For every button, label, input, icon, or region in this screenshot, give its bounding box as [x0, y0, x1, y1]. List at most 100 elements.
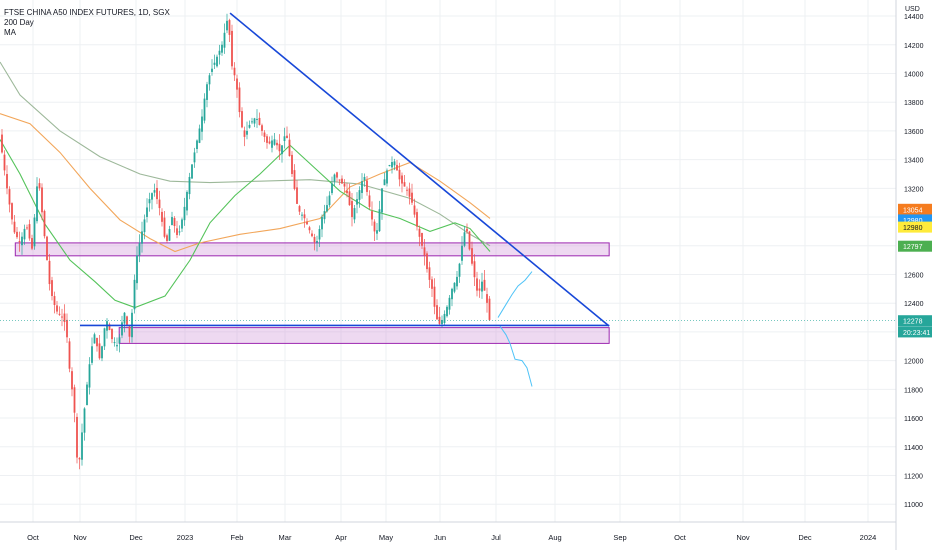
descending-trendline	[229, 12, 610, 327]
candle-body	[228, 20, 231, 35]
price-label-tag	[898, 326, 932, 338]
candle-body	[341, 178, 343, 184]
candle-body	[351, 201, 353, 218]
candle-body	[291, 154, 293, 174]
candle-body	[426, 253, 428, 270]
candle-body	[456, 276, 458, 287]
price-label-tag	[898, 214, 932, 226]
candle-body	[476, 278, 478, 291]
x-tick-label: Oct	[27, 533, 40, 542]
y-tick-label: 14000	[904, 71, 924, 78]
candle-body	[451, 288, 453, 300]
candle-body	[113, 342, 116, 344]
candle-body	[258, 117, 261, 125]
candle-body	[276, 142, 278, 146]
candle-body	[96, 337, 98, 347]
x-tick-label: Feb	[231, 533, 244, 542]
candle-body	[53, 296, 56, 305]
candle-body	[356, 199, 358, 205]
candle-body	[298, 206, 301, 212]
candle-body	[411, 192, 413, 203]
candle-body	[243, 130, 246, 137]
candle-body	[293, 170, 296, 189]
candle-body	[203, 98, 206, 121]
candle-body	[128, 326, 131, 337]
candle-body	[33, 217, 36, 247]
candle-body	[21, 236, 23, 246]
candle-body	[391, 162, 393, 168]
candle-body	[256, 118, 258, 120]
candle-body	[138, 243, 141, 256]
lower-support-zone	[118, 327, 610, 344]
candle-body	[78, 458, 81, 460]
y-tick-label: 13200	[904, 186, 924, 193]
candle-body	[173, 218, 176, 227]
candle-body	[63, 313, 66, 323]
candle-body	[201, 116, 203, 132]
candle-body	[3, 154, 6, 171]
y-tick-label: 12400	[904, 301, 924, 308]
200-day-ma	[0, 61, 491, 247]
candle-body	[441, 319, 443, 325]
candle-body	[206, 84, 208, 100]
candle-body	[471, 248, 473, 264]
currency-label[interactable]: USD	[905, 6, 920, 13]
x-tick-label: Apr	[335, 533, 347, 542]
candle-body	[61, 316, 63, 318]
price-label-text: 12797	[903, 244, 923, 251]
candle-body	[286, 135, 288, 139]
y-tick-label: 11400	[904, 445, 923, 452]
candle-body	[71, 371, 73, 390]
indicator-type[interactable]: MA	[4, 28, 16, 37]
candle-body	[486, 294, 488, 303]
candle-body	[433, 286, 436, 307]
projection-up	[497, 271, 533, 318]
price-axis[interactable]: 1100011200114001160011800120001220012400…	[895, 0, 924, 550]
candle-body	[413, 205, 416, 215]
y-tick-label: 13600	[904, 129, 924, 136]
candle-body	[481, 281, 483, 292]
candle-body	[431, 279, 433, 289]
candle-body	[16, 231, 18, 238]
candle-body	[86, 384, 88, 406]
candle-body	[396, 164, 398, 171]
candle-body	[81, 432, 83, 460]
candle-body	[473, 261, 476, 278]
x-tick-label: Jun	[434, 533, 446, 542]
symbol-title[interactable]: FTSE CHINA A50 INDEX FUTURES, 1D, SGX	[4, 8, 170, 17]
candle-body	[38, 183, 41, 189]
candle-body	[98, 343, 101, 359]
price-label-text: 12980	[903, 225, 923, 232]
y-tick-label: 13800	[904, 100, 924, 107]
projections	[497, 271, 533, 387]
price-label-tag	[898, 315, 932, 327]
candle-body	[181, 219, 183, 229]
candle-body	[466, 228, 468, 232]
candle-body	[278, 143, 281, 152]
candle-body	[6, 174, 8, 189]
candle-body	[213, 62, 216, 65]
moving-averages	[0, 61, 491, 309]
chart-legend: FTSE CHINA A50 INDEX FUTURES, 1D, SGX 20…	[4, 8, 170, 38]
candle-body	[398, 169, 401, 180]
candle-body	[136, 255, 138, 284]
candle-body	[91, 346, 93, 363]
candle-body	[151, 193, 153, 200]
candle-body	[191, 164, 193, 179]
100-day-ma	[0, 113, 491, 253]
candle-body	[261, 125, 263, 131]
indicator-name[interactable]: 200 Day	[4, 18, 34, 27]
candle-body	[403, 182, 406, 187]
candle-body	[281, 145, 283, 155]
candle-body	[388, 165, 391, 167]
y-tick-label: 12600	[904, 272, 924, 279]
candle-body	[488, 298, 491, 320]
time-axis[interactable]: Oct Nov Dec 2023 Feb Mar Apr May Jun Jul Aug Sep Oct…	[0, 521, 896, 542]
candle-body	[446, 306, 448, 317]
candle-body	[178, 231, 181, 233]
candle-body	[483, 279, 486, 291]
candle-body	[36, 186, 38, 222]
candle-body	[238, 87, 241, 113]
